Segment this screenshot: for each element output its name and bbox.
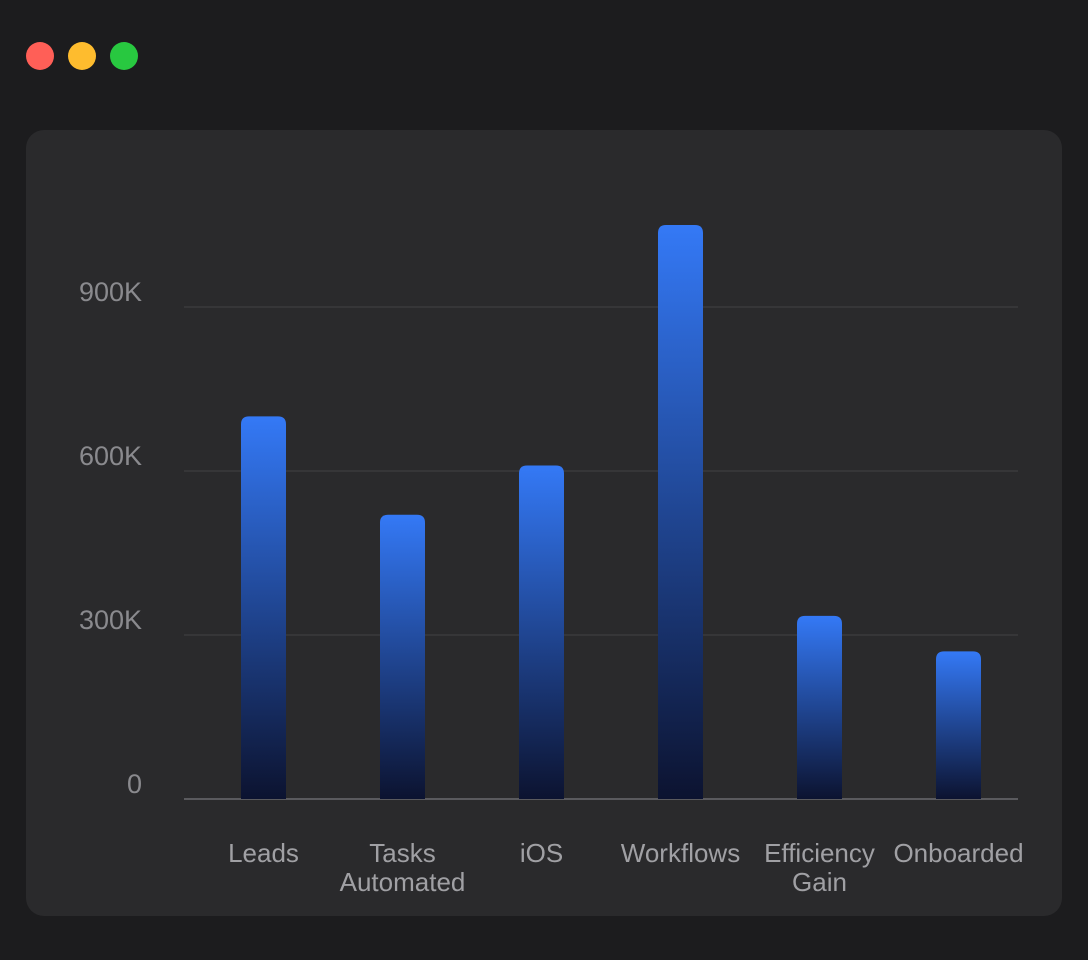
x-axis: Leads Tasks Automated iOS Workflows Efficienc… [228,838,1023,897]
window-controls [26,42,138,70]
x-tick-label: iOS [520,838,563,868]
bar-ios[interactable] [519,465,564,799]
bar-efficiency-gain[interactable] [797,615,842,799]
bar-tasks-automated[interactable] [380,514,425,799]
bar-leads[interactable] [241,416,286,799]
y-axis: 0 300K 600K 900K [79,277,142,799]
chart-card: 0 300K 600K 900K Leads Tasks Automated iOS Work… [26,130,1062,916]
x-tick-label: Efficiency Gain [764,838,875,897]
bar-onboarded[interactable] [936,651,981,799]
bar-workflows[interactable] [658,225,703,799]
y-tick-label: 900K [79,277,142,307]
bars [241,225,981,799]
y-tick-label: 300K [79,605,142,635]
bar-chart: 0 300K 600K 900K Leads Tasks Automated iOS Work… [79,225,1024,897]
x-tick-label: Tasks Automated [340,838,466,897]
close-button[interactable] [26,42,54,70]
gridlines [184,306,1018,800]
x-tick-label: Leads [228,838,299,868]
y-tick-label: 600K [79,441,142,471]
x-tick-label: Onboarded [893,838,1023,868]
minimize-button[interactable] [68,42,96,70]
x-tick-label: Workflows [621,838,740,868]
y-tick-label: 0 [127,769,142,799]
zoom-button[interactable] [110,42,138,70]
